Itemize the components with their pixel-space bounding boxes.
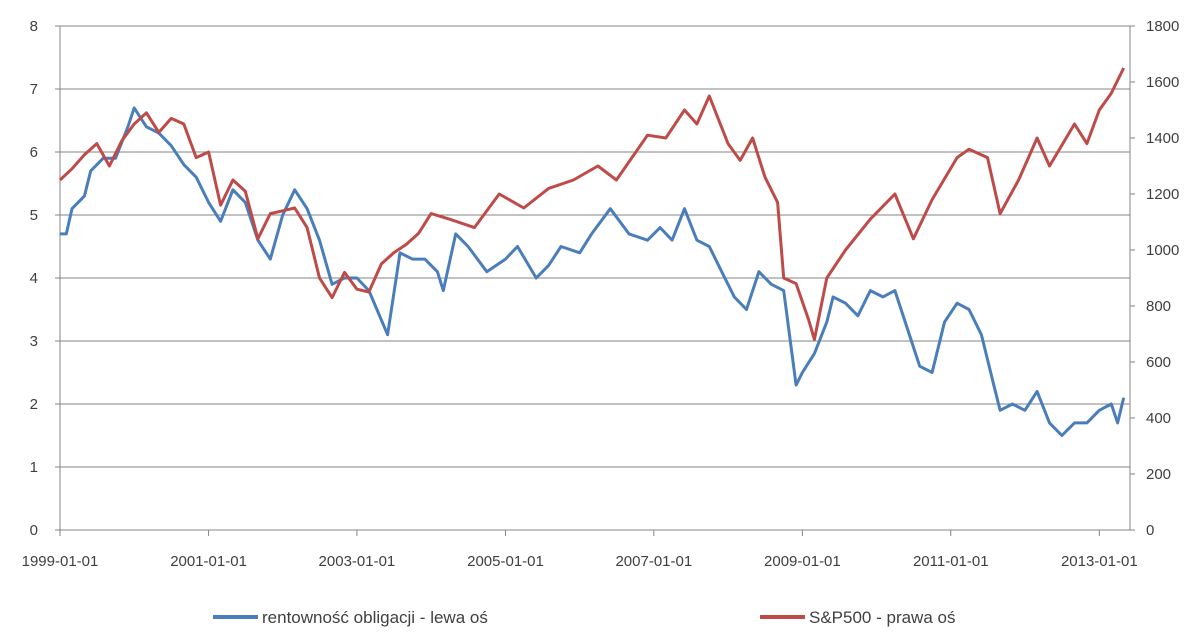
right-tick-label: 1600 <box>1146 74 1179 91</box>
x-tick-label: 1999-01-01 <box>22 553 99 570</box>
series-line-sp500 <box>58 67 1126 342</box>
x-axis-ticks: 1999-01-01 2001-01-01 2003-01-01 2005-01-01… <box>22 530 1138 570</box>
right-tick-label: 1200 <box>1146 186 1179 203</box>
left-tick-label: 7 <box>30 81 38 98</box>
series-line-yield <box>60 106 1126 437</box>
x-tick-label: 2003-01-01 <box>319 553 396 570</box>
x-tick-label: 2013-01-01 <box>1061 553 1138 570</box>
right-tick-label: 400 <box>1146 410 1171 427</box>
grid-lines <box>60 25 1130 468</box>
legend-label-sp500: S&P500 - prawa oś <box>809 608 955 627</box>
right-tick-label: 1000 <box>1146 242 1179 259</box>
left-tick-label: 8 <box>30 18 38 35</box>
legend-label-yield: rentowność obligacji - lewa oś <box>262 608 488 627</box>
right-tick-label: 0 <box>1146 522 1154 539</box>
left-tick-label: 4 <box>30 270 38 287</box>
right-tick-label: 200 <box>1146 466 1171 483</box>
series-lines <box>58 67 1126 437</box>
left-tick-label: 0 <box>30 522 38 539</box>
right-tick-label: 800 <box>1146 298 1171 315</box>
x-tick-label: 2011-01-01 <box>913 553 989 570</box>
right-tick-label: 1400 <box>1146 130 1179 147</box>
left-axis-ticks: 0 1 2 3 4 5 6 7 8 <box>30 18 60 539</box>
left-tick-label: 3 <box>30 333 38 350</box>
right-tick-label: 1800 <box>1146 18 1179 35</box>
left-tick-label: 6 <box>30 144 38 161</box>
right-axis-ticks: 0 200 400 600 800 1000 1200 1400 1600 1800 <box>1130 18 1179 539</box>
legend: rentowność obligacji - lewa oś S&P500 - … <box>213 608 955 627</box>
x-tick-label: 2005-01-01 <box>467 553 544 570</box>
left-tick-label: 1 <box>30 459 38 476</box>
right-tick-label: 600 <box>1146 354 1171 371</box>
left-tick-label: 2 <box>30 396 38 413</box>
x-tick-label: 2009-01-01 <box>764 553 841 570</box>
x-tick-label: 2007-01-01 <box>615 553 692 570</box>
x-tick-label: 2001-01-01 <box>170 553 247 570</box>
left-tick-label: 5 <box>30 207 38 224</box>
